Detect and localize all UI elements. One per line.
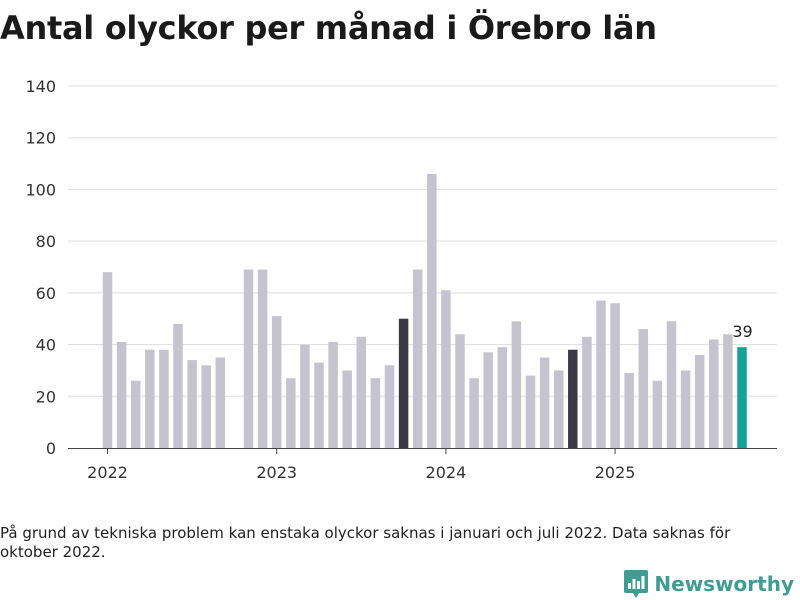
bar-2025-04	[652, 380, 663, 448]
data-labels: 39	[732, 322, 752, 341]
bar-2024-09	[553, 370, 564, 448]
y-tick-label: 140	[25, 77, 56, 96]
bar-2024-03	[469, 378, 479, 448]
bar-2024-04	[483, 352, 493, 448]
y-tick-label: 80	[36, 232, 56, 251]
data-label-2025-10: 39	[732, 322, 752, 341]
bar-2024-12	[596, 300, 606, 448]
bar-2023-04	[314, 362, 324, 448]
brand-name: Newsworthy	[654, 572, 794, 596]
bar-2022-11	[243, 269, 254, 448]
x-tick-label: 2022	[87, 463, 128, 482]
bar-2024-05	[497, 347, 508, 448]
bar-2024-01	[441, 290, 451, 448]
y-tick-label: 100	[25, 180, 56, 199]
bar-2022-06	[173, 323, 183, 448]
bar-chart-speech-bubble-icon	[624, 570, 649, 598]
y-tick-label: 60	[36, 284, 56, 303]
bar-2025-02	[624, 373, 634, 448]
newsworthy-logo: Newsworthy	[624, 570, 794, 598]
y-axis-tick-labels: 0 20 40 60 80 100 120 140	[25, 77, 56, 458]
footnote: På grund av tekniska problem kan enstaka…	[0, 524, 731, 561]
bar-2025-08	[709, 339, 719, 448]
bar-2023-06	[342, 370, 352, 448]
x-axis: 2022 2023 2024 2025	[68, 448, 777, 482]
bar-2022-02	[116, 341, 127, 448]
bar-2022-05	[159, 349, 169, 448]
bar-2025-03	[638, 329, 649, 448]
y-tick-label: 0	[46, 439, 56, 458]
bar-2025-06	[680, 370, 691, 448]
bar-2024-10	[568, 349, 578, 448]
bar-2024-02	[455, 334, 465, 448]
bar-2023-02	[286, 378, 296, 448]
bar-2023-07	[356, 336, 367, 448]
bar-2023-11	[412, 269, 423, 448]
bar-2023-10	[398, 318, 409, 448]
bar-2022-12	[257, 269, 268, 448]
x-tick-label: 2024	[426, 463, 467, 482]
gridlines	[68, 85, 777, 397]
bar-2023-03	[300, 344, 310, 448]
bar-series	[102, 173, 747, 448]
y-tick-label: 40	[36, 336, 56, 355]
bar-2023-09	[384, 365, 395, 448]
bar-2025-07	[694, 354, 705, 448]
bar-2024-06	[511, 321, 522, 448]
bar-2024-11	[582, 336, 592, 448]
bar-2023-05	[328, 341, 338, 448]
bar-2023-12	[427, 173, 437, 448]
bar-2025-10	[737, 347, 747, 448]
bar-2025-09	[723, 334, 733, 448]
bar-2023-08	[370, 378, 381, 448]
y-tick-label: 20	[36, 387, 56, 406]
x-tick-label: 2023	[256, 463, 297, 482]
bar-2025-01	[610, 303, 620, 448]
y-tick-label: 120	[25, 129, 56, 148]
bar-2024-08	[539, 357, 550, 448]
bar-2024-07	[525, 375, 536, 448]
bar-2022-09	[215, 357, 226, 448]
bar-2022-03	[130, 380, 141, 448]
bar-2025-05	[666, 321, 677, 448]
bar-2022-01	[102, 272, 113, 448]
bar-2022-04	[145, 349, 155, 448]
bar-2022-07	[187, 360, 197, 448]
bar-2022-08	[201, 365, 211, 448]
x-tick-label: 2025	[595, 463, 636, 482]
bar-chart: 0 20 40 60 80 100 120 140 2022 2023 2024 2025 39	[25, 77, 777, 482]
bar-2023-01	[271, 316, 282, 448]
chart-title: Antal olyckor per månad i Örebro län	[0, 9, 657, 47]
